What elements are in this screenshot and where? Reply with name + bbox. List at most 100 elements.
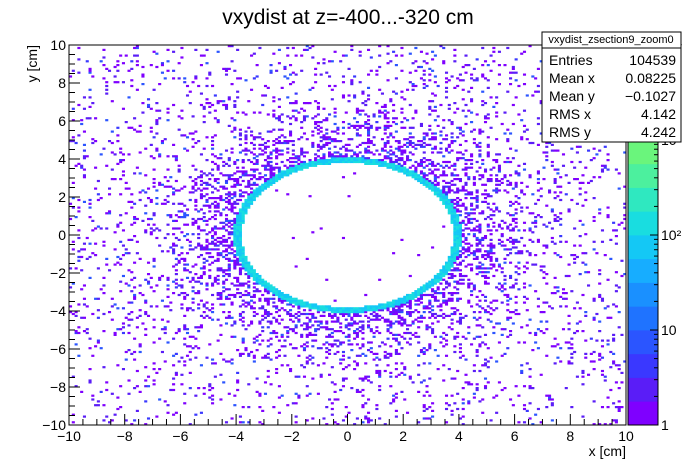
heatmap-cell: [333, 307, 337, 310]
heatmap-cell: [247, 263, 251, 266]
heatmap-cell: [233, 404, 237, 407]
heatmap-cell: [188, 350, 192, 354]
heatmap-cell: [458, 143, 462, 146]
heatmap-cell: [617, 368, 621, 371]
heatmap-cell: [497, 210, 501, 213]
heatmap-cell: [258, 406, 262, 409]
heatmap-cell: [500, 286, 504, 289]
heatmap-cell: [238, 282, 242, 285]
heatmap-cell: [119, 385, 123, 388]
heatmap-cell: [305, 356, 309, 359]
heatmap-cell: [447, 208, 451, 211]
heatmap-cell: [244, 200, 248, 203]
heatmap-cell: [472, 396, 476, 399]
heatmap-cell: [294, 375, 298, 378]
heatmap-cell: [330, 314, 334, 317]
heatmap-cell: [341, 309, 346, 312]
heatmap-cell: [389, 124, 393, 127]
heatmap-cell: [470, 159, 474, 162]
heatmap-cell: [478, 316, 482, 319]
heatmap-cell: [255, 282, 259, 285]
heatmap-cell: [146, 105, 151, 108]
heatmap-cell: [442, 200, 446, 203]
heatmap-cell: [222, 274, 226, 278]
heatmap-cell: [620, 259, 624, 262]
heatmap-cell: [581, 181, 585, 184]
heatmap-cell: [453, 259, 457, 262]
heatmap-cell: [623, 214, 627, 217]
heatmap-cell: [587, 149, 591, 152]
heatmap-cell: [333, 314, 337, 317]
heatmap-cell: [408, 166, 412, 169]
heatmap-cell: [489, 257, 493, 260]
heatmap-cell: [113, 178, 117, 181]
heatmap-cell: [339, 147, 343, 150]
heatmap-cell: [522, 168, 527, 171]
heatmap-cell: [450, 252, 454, 255]
heatmap-cell: [556, 343, 560, 346]
heatmap-cell: [297, 111, 301, 114]
heatmap-cell: [553, 149, 557, 152]
heatmap-cell: [233, 160, 237, 164]
heatmap-cell: [266, 375, 270, 378]
heatmap-cell: [116, 134, 120, 137]
heatmap-cell: [470, 244, 474, 247]
heatmap-cell: [133, 293, 137, 297]
heatmap-cell: [355, 390, 359, 393]
heatmap-cell: [495, 259, 499, 262]
heatmap-cell: [592, 219, 596, 222]
heatmap-cell: [294, 119, 298, 122]
heatmap-cell: [174, 278, 178, 281]
heatmap-cell: [467, 278, 471, 281]
heatmap-cell: [486, 143, 490, 146]
heatmap-cell: [364, 305, 368, 308]
chart-title: vxydist at z=-400...-320 cm: [222, 6, 474, 29]
heatmap-cell: [177, 330, 181, 333]
heatmap-cell: [216, 210, 220, 213]
heatmap-cell: [191, 221, 195, 224]
heatmap-cell: [325, 119, 329, 122]
heatmap-cell: [347, 307, 351, 310]
heatmap-cell: [127, 252, 131, 255]
heatmap-cell: [444, 149, 449, 152]
heatmap-cell: [236, 233, 240, 236]
heatmap-cell: [458, 128, 462, 131]
heatmap-cell: [291, 109, 295, 112]
heatmap-cell: [383, 103, 387, 107]
heatmap-cell: [211, 227, 215, 230]
heatmap-cell: [425, 132, 429, 135]
heatmap-cell: [506, 309, 510, 312]
heatmap-cell: [497, 153, 501, 156]
heatmap-cell: [598, 273, 602, 276]
heatmap-cell: [227, 265, 231, 268]
heatmap-cell: [185, 238, 190, 241]
heatmap-cell: [96, 179, 100, 183]
heatmap-cell: [183, 295, 187, 298]
heatmap-cell: [486, 229, 490, 232]
heatmap-cell: [152, 168, 156, 171]
heatmap-cell: [191, 179, 195, 183]
heatmap-cell: [314, 81, 318, 84]
heatmap-cell: [169, 246, 173, 249]
heatmap-cell: [489, 195, 493, 198]
heatmap-cell: [311, 117, 315, 120]
heatmap-cell: [464, 189, 468, 192]
heatmap-cell: [417, 421, 421, 424]
heatmap-cell: [219, 303, 223, 306]
heatmap-cell: [135, 88, 139, 91]
heatmap-cell: [185, 214, 190, 217]
heatmap-cell: [124, 358, 128, 361]
heatmap-cell: [91, 141, 95, 145]
heatmap-cell: [456, 246, 460, 249]
heatmap-cell: [453, 307, 457, 310]
heatmap-cell: [467, 90, 471, 93]
heatmap-cell: [497, 282, 501, 285]
heatmap-cell: [286, 364, 290, 367]
heatmap-cell: [135, 240, 139, 243]
heatmap-cell: [606, 396, 610, 399]
heatmap-cell: [470, 204, 474, 207]
heatmap-cell: [355, 335, 359, 338]
heatmap-cell: [238, 138, 242, 141]
heatmap-cell: [470, 197, 474, 200]
heatmap-cell: [211, 282, 215, 285]
